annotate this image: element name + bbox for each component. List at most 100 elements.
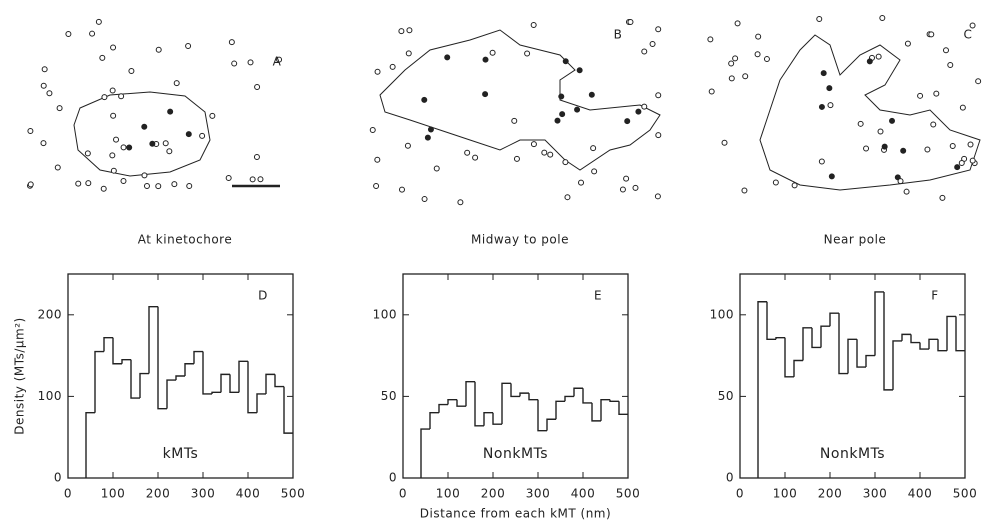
histogram-bin [211, 391, 221, 394]
histogram-bin [202, 351, 212, 395]
plot-frame [402, 273, 629, 479]
microtubule-dot [511, 117, 518, 124]
microtubule-dot [101, 94, 108, 101]
microtubule-dot [827, 102, 834, 109]
microtubule-dot [231, 60, 238, 67]
microtubule-dot [489, 49, 496, 56]
microtubule-dot [120, 144, 127, 151]
microtubule-dot [155, 183, 162, 190]
microtubule-dot [162, 140, 169, 147]
microtubule-dot [728, 60, 735, 67]
x-tick-label: 300 [191, 487, 215, 501]
x-tick-label: 0 [399, 487, 407, 501]
microtubule-dot [472, 154, 479, 161]
microtubule-dot [185, 131, 192, 138]
panel-label: F [931, 289, 938, 303]
microtubule-dot [225, 174, 232, 181]
histogram-bin [274, 374, 284, 388]
caption: At kinetochore [138, 233, 232, 247]
microtubule-dot [398, 186, 405, 193]
histogram-bin [175, 375, 185, 381]
microtubule-dot [655, 132, 662, 139]
region-outline [379, 29, 661, 171]
microtubule-dot [110, 112, 117, 119]
microtubule-dot [166, 148, 173, 155]
microtubule-dot [564, 194, 571, 201]
histogram-bin [157, 306, 167, 410]
microtubule-dot [185, 42, 192, 49]
histogram-bin [420, 428, 430, 478]
histogram-bin [238, 360, 248, 393]
histogram-bin [148, 305, 158, 374]
x-tick-label: 400 [236, 487, 260, 501]
microtubule-dot [109, 152, 116, 159]
microtubule-dot [816, 15, 823, 22]
microtubule-dot [562, 159, 569, 166]
microtubule-dot [619, 186, 626, 193]
microtubule-dot [513, 155, 520, 162]
microtubule-dot [100, 185, 107, 192]
histogram-bin [456, 399, 466, 407]
histogram-bin [874, 291, 884, 356]
microtubule-dot [113, 136, 120, 143]
microtubule-dot [857, 120, 864, 127]
x-tick-label: 200 [818, 487, 842, 501]
microtubule-dot [954, 164, 961, 171]
microtubule-dot [389, 63, 396, 70]
histogram-bin [537, 399, 547, 432]
histogram-bin [820, 325, 830, 348]
y-tick-label: 50 [381, 389, 397, 403]
microtubule-dot [967, 141, 974, 148]
panel-label: A [273, 55, 282, 69]
x-tick-label: 400 [571, 487, 595, 501]
histogram-bin [955, 316, 965, 352]
x-tick-label: 500 [281, 487, 305, 501]
y-axis-label: Density (MTs/μm²) [13, 317, 27, 434]
histogram-bin [283, 386, 293, 434]
histogram-bin [555, 400, 565, 420]
microtubule-dot [141, 123, 148, 130]
histogram-bin [474, 381, 484, 427]
microtubule-dot [959, 104, 966, 111]
histogram-bin [94, 350, 104, 413]
microtubule-dot [530, 141, 537, 148]
microtubule-dot [649, 40, 656, 47]
microtubule-dot [924, 146, 931, 153]
microtubule-dot [866, 58, 873, 65]
microtubule-dot [95, 18, 102, 25]
histogram-bin [901, 333, 911, 341]
microtubule-dot [257, 176, 264, 183]
microtubule-dot [171, 181, 178, 188]
histogram-bin [112, 337, 122, 365]
y-tick-label: 0 [726, 471, 734, 485]
x-tick-label: 300 [526, 487, 550, 501]
histogram-bin [103, 336, 113, 352]
microtubule-dot [917, 92, 924, 99]
microtubule-dot [99, 54, 106, 61]
microtubule-dot [903, 188, 910, 195]
microtubule-dot [149, 140, 156, 147]
x-axis-label: Distance from each kMT (nm) [420, 507, 611, 521]
microtubule-dot [141, 172, 148, 179]
microtubule-dot [826, 85, 833, 92]
microtubule-dot [56, 105, 63, 112]
histogram-bin [546, 418, 556, 431]
histogram-bin [582, 388, 592, 404]
microtubule-dot [27, 128, 34, 135]
histogram-bin [85, 412, 95, 478]
histogram-bin [564, 395, 574, 402]
microtubule-dot [541, 149, 548, 156]
y-tick-label: 100 [38, 389, 62, 403]
histogram-bin [829, 312, 839, 327]
microtubule-dot [772, 179, 779, 186]
histogram-bin [492, 412, 502, 425]
microtubule-dot [482, 91, 489, 98]
microtubule-dot [576, 67, 583, 74]
x-tick-label: 500 [953, 487, 977, 501]
microtubule-dot [939, 194, 946, 201]
x-tick-label: 400 [908, 487, 932, 501]
microtubule-dot [820, 70, 827, 77]
microtubule-dot [424, 134, 431, 141]
microtubule-dot [109, 87, 116, 94]
histogram-bin [847, 338, 857, 374]
